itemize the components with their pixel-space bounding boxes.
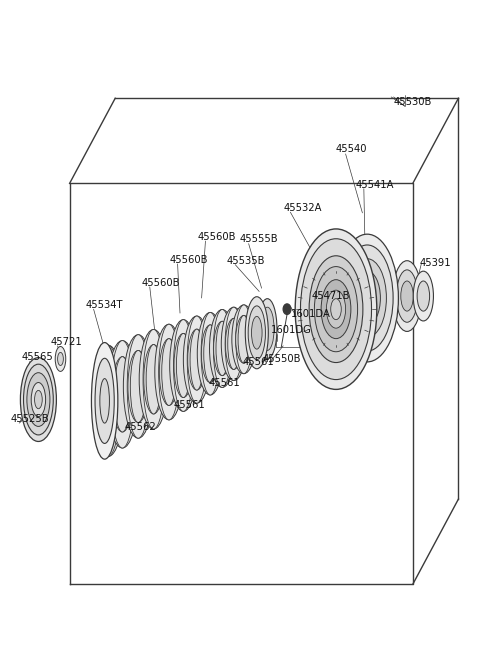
Ellipse shape (202, 325, 219, 383)
Ellipse shape (162, 339, 176, 405)
Ellipse shape (228, 318, 240, 369)
Ellipse shape (248, 306, 265, 360)
Text: 45540: 45540 (336, 144, 368, 155)
Ellipse shape (174, 333, 193, 398)
Ellipse shape (97, 362, 119, 440)
Text: 45471B: 45471B (312, 291, 350, 301)
Ellipse shape (159, 339, 179, 405)
Ellipse shape (226, 318, 242, 369)
Ellipse shape (96, 345, 120, 457)
Ellipse shape (183, 316, 210, 403)
Text: 45532A: 45532A (283, 203, 322, 214)
Ellipse shape (204, 325, 217, 383)
Ellipse shape (130, 350, 146, 422)
Text: 45391: 45391 (420, 258, 452, 269)
Ellipse shape (31, 383, 46, 417)
Text: 45565: 45565 (22, 352, 53, 362)
Ellipse shape (221, 307, 246, 381)
Ellipse shape (155, 324, 183, 420)
Ellipse shape (27, 373, 50, 426)
Ellipse shape (213, 309, 231, 388)
Ellipse shape (261, 307, 274, 350)
Ellipse shape (24, 364, 53, 435)
Ellipse shape (91, 343, 118, 459)
Ellipse shape (245, 297, 268, 369)
Ellipse shape (232, 305, 256, 373)
Ellipse shape (170, 320, 197, 411)
Ellipse shape (127, 335, 149, 438)
Ellipse shape (258, 299, 277, 359)
Ellipse shape (209, 309, 235, 388)
Ellipse shape (321, 280, 351, 339)
Ellipse shape (336, 234, 398, 362)
Ellipse shape (314, 267, 358, 352)
Text: 45530B: 45530B (394, 96, 432, 107)
Ellipse shape (146, 345, 161, 414)
Ellipse shape (187, 316, 206, 403)
Ellipse shape (214, 321, 231, 375)
Ellipse shape (95, 358, 114, 443)
Ellipse shape (35, 390, 42, 409)
Ellipse shape (111, 341, 134, 448)
Text: 45535B: 45535B (227, 255, 265, 266)
Ellipse shape (92, 345, 124, 457)
Ellipse shape (128, 350, 148, 422)
Text: 45550B: 45550B (263, 354, 301, 364)
Text: 45560B: 45560B (198, 232, 236, 242)
Ellipse shape (401, 281, 413, 311)
Text: 45525B: 45525B (11, 414, 49, 424)
Ellipse shape (197, 312, 223, 395)
Ellipse shape (354, 271, 380, 325)
Ellipse shape (107, 341, 138, 448)
Ellipse shape (295, 229, 377, 389)
Text: 45561: 45561 (174, 400, 205, 410)
Text: 45541A: 45541A (355, 179, 394, 190)
Text: 45560B: 45560B (142, 278, 180, 288)
Ellipse shape (393, 261, 421, 331)
Ellipse shape (112, 356, 133, 432)
Ellipse shape (236, 305, 252, 373)
Ellipse shape (143, 329, 164, 429)
Text: 45721: 45721 (50, 337, 82, 347)
Text: 45555B: 45555B (240, 234, 278, 244)
Ellipse shape (300, 238, 372, 380)
Ellipse shape (252, 316, 262, 349)
Circle shape (283, 304, 291, 314)
Ellipse shape (396, 270, 418, 322)
Ellipse shape (144, 345, 163, 414)
Ellipse shape (190, 329, 204, 390)
Ellipse shape (99, 362, 117, 440)
Ellipse shape (201, 312, 219, 395)
Ellipse shape (331, 299, 341, 320)
Ellipse shape (225, 307, 242, 381)
Ellipse shape (236, 316, 252, 363)
Ellipse shape (20, 358, 57, 441)
Text: 45561: 45561 (209, 378, 240, 388)
Text: 1601DG: 1601DG (271, 325, 312, 335)
Ellipse shape (58, 352, 63, 365)
Text: 45561: 45561 (242, 356, 274, 367)
Text: 1601DA: 1601DA (291, 309, 331, 320)
Ellipse shape (114, 356, 131, 432)
Ellipse shape (348, 259, 386, 337)
Ellipse shape (158, 324, 179, 420)
Ellipse shape (341, 245, 393, 351)
Ellipse shape (309, 255, 363, 362)
Ellipse shape (188, 329, 206, 390)
Ellipse shape (326, 290, 346, 328)
Ellipse shape (55, 346, 66, 371)
Ellipse shape (238, 316, 250, 363)
Ellipse shape (139, 329, 168, 429)
Ellipse shape (100, 379, 109, 423)
Ellipse shape (123, 335, 153, 438)
Ellipse shape (174, 320, 193, 411)
Text: 45534T: 45534T (85, 299, 123, 310)
Ellipse shape (413, 271, 433, 321)
Ellipse shape (417, 281, 430, 311)
Ellipse shape (216, 321, 228, 375)
Text: 45560B: 45560B (169, 255, 208, 265)
Text: 45562: 45562 (125, 422, 156, 432)
Ellipse shape (177, 333, 191, 398)
Ellipse shape (360, 284, 374, 312)
